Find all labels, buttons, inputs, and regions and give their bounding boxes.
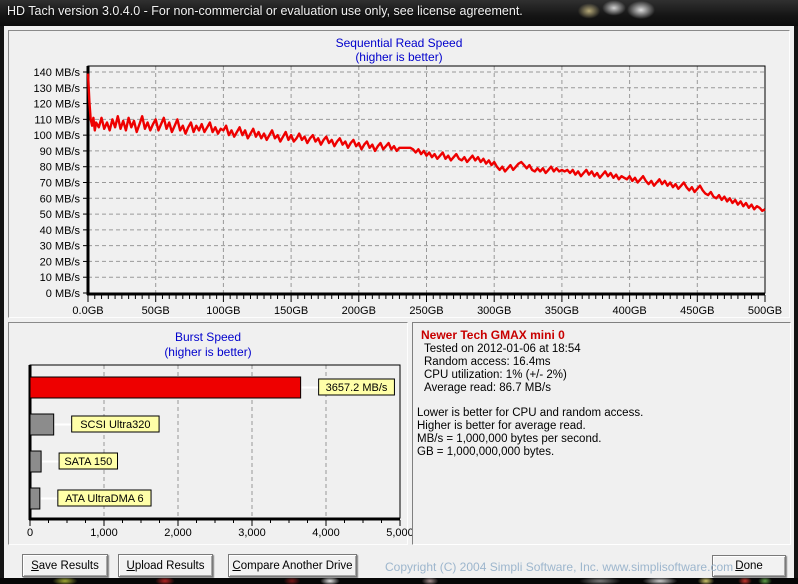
note-line-2: Higher is better for average read. <box>417 420 790 433</box>
info-gap <box>413 395 790 407</box>
y-tick-label: 120 MB/s <box>34 99 81 111</box>
window-title: HD Tach version 3.0.4.0 - For non-commer… <box>7 4 523 18</box>
bar-label: SATA 150 <box>64 456 112 468</box>
tested-on-line: Tested on 2012-01-06 at 18:54 <box>424 343 790 356</box>
bar-label: ATA UltraDMA 6 <box>65 493 143 505</box>
x-tick-label: 250GB <box>409 305 443 317</box>
y-tick-label: 60 MB/s <box>40 193 81 205</box>
y-tick-label: 140 MB/s <box>34 67 81 79</box>
drive-info-panel: Newer Tech GMAX mini 0 Tested on 2012-01… <box>412 322 791 545</box>
x-tick-label: 150GB <box>274 305 308 317</box>
x-tick-label: 5,000 <box>386 527 414 539</box>
copyright-text: Copyright (C) 2004 Simpli Software, Inc.… <box>385 560 733 574</box>
x-tick-label: 300GB <box>477 305 511 317</box>
x-tick-label: 0.0GB <box>72 305 103 317</box>
x-tick-label: 0 <box>27 527 33 539</box>
average-read-line: Average read: 86.7 MB/s <box>424 382 790 395</box>
y-tick-label: 20 MB/s <box>40 256 81 268</box>
compare-another-drive-button[interactable]: Compare Another Drive <box>228 554 357 577</box>
window-bottom-border <box>0 578 798 584</box>
x-tick-label: 200GB <box>342 305 376 317</box>
note-line-3: MB/s = 1,000,000 bytes per second. <box>417 433 790 446</box>
x-tick-label: 4,000 <box>312 527 340 539</box>
sequential-read-panel: 0 MB/s 10 MB/s 20 MB/s 30 MB/s 40 MB/s 50 MB/… <box>8 30 790 318</box>
bar-sata-150-reference <box>30 451 41 472</box>
x-tick-label: 450GB <box>680 305 714 317</box>
y-tick-label: 130 MB/s <box>34 83 81 95</box>
hd-tach-window: HD Tach version 3.0.4.0 - For non-commer… <box>0 0 798 584</box>
y-tick-label: 110 MB/s <box>34 114 80 126</box>
y-tick-label: 70 MB/s <box>40 178 81 190</box>
sequential-chart-subtitle: (higher is better) <box>9 50 789 64</box>
window-content: 0 MB/s 10 MB/s 20 MB/s 30 MB/s 40 MB/s 50 MB/… <box>4 26 794 578</box>
x-tick-label: 350GB <box>545 305 579 317</box>
x-tick-label: 2,000 <box>164 527 192 539</box>
bar-label: SCSI Ultra320 <box>80 419 150 431</box>
x-tick-label: 400GB <box>612 305 646 317</box>
y-tick-label: 100 MB/s <box>34 130 81 142</box>
sequential-chart-title: Sequential Read Speed <box>9 36 789 50</box>
bar-scsi-ultra320-reference <box>30 414 54 435</box>
y-tick-label: 80 MB/s <box>40 162 81 174</box>
y-tick-label: 30 MB/s <box>40 241 81 253</box>
bar-ata-ultradma6-reference <box>30 488 40 509</box>
y-tick-label: 0 MB/s <box>46 288 81 300</box>
bar-label: 3657.2 MB/s <box>326 382 388 394</box>
y-tick-label: 50 MB/s <box>40 209 81 221</box>
x-tick-label: 1,000 <box>90 527 118 539</box>
drive-name: Newer Tech GMAX mini 0 <box>421 328 790 342</box>
title-bar[interactable]: HD Tach version 3.0.4.0 - For non-commer… <box>0 0 798 26</box>
random-access-line: Random access: 16.4ms <box>424 356 790 369</box>
upload-results-button[interactable]: Upload Results <box>118 554 213 577</box>
y-tick-label: 40 MB/s <box>40 225 81 237</box>
note-line-1: Lower is better for CPU and random acces… <box>417 407 790 420</box>
note-line-4: GB = 1,000,000,000 bytes. <box>417 446 790 459</box>
bar-drive-burst-speed <box>30 377 301 398</box>
x-tick-label: 3,000 <box>238 527 266 539</box>
save-results-button[interactable]: Save Results <box>22 554 108 577</box>
cpu-utilization-line: CPU utilization: 1% (+/- 2%) <box>424 369 790 382</box>
burst-speed-panel: 3657.2 MB/s SCSI Ultra320 SATA 150 ATA Ultr… <box>8 322 408 545</box>
burst-chart-title: Burst Speed <box>9 330 407 344</box>
sequential-read-chart: 0 MB/s 10 MB/s 20 MB/s 30 MB/s 40 MB/s 50 MB/… <box>9 31 789 317</box>
x-tick-label: 50GB <box>142 305 170 317</box>
x-tick-label: 500GB <box>748 305 782 317</box>
burst-chart-subtitle: (higher is better) <box>9 345 407 359</box>
y-tick-label: 10 MB/s <box>40 272 81 284</box>
y-tick-label: 90 MB/s <box>40 146 81 158</box>
x-tick-label: 100GB <box>206 305 240 317</box>
